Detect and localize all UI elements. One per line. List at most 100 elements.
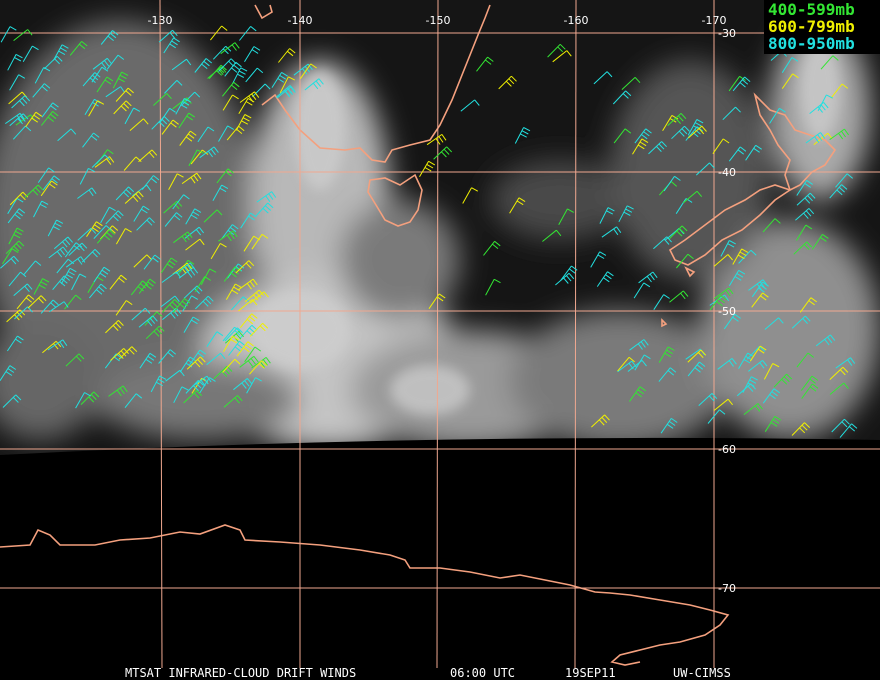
meridian xyxy=(574,0,577,669)
wind-barb xyxy=(811,233,829,250)
wind-barb xyxy=(89,283,107,299)
wind-barb xyxy=(224,61,242,77)
wind-barb xyxy=(236,341,254,357)
wind-barb xyxy=(599,207,615,224)
wind-barb xyxy=(596,271,614,287)
wind-barb xyxy=(233,378,253,391)
wind-barb xyxy=(722,106,741,121)
wind-barb xyxy=(181,172,202,185)
wind-barb xyxy=(92,57,113,70)
wind-barb xyxy=(172,194,190,210)
wind-barb xyxy=(91,154,111,168)
wind-barb xyxy=(34,67,51,84)
wind-barb xyxy=(195,295,214,310)
wind-barb xyxy=(299,63,317,79)
wind-barb xyxy=(743,403,763,415)
wind-barb xyxy=(800,375,819,391)
wind-barb xyxy=(271,71,288,88)
wind-barb xyxy=(8,227,24,245)
longitude-label: -170 xyxy=(702,14,727,27)
wind-barb xyxy=(110,348,129,361)
wind-barb xyxy=(629,339,649,351)
wind-barb xyxy=(109,274,127,290)
wind-barb xyxy=(235,114,252,131)
footer-time: 06:00 UTC xyxy=(450,666,515,680)
wind-barb xyxy=(239,313,258,329)
wind-barb xyxy=(158,29,178,43)
legend: 400-599mb 600-799mb 800-950mb xyxy=(764,0,880,54)
wind-barb xyxy=(185,380,204,394)
wind-barb xyxy=(96,229,115,244)
wind-barb xyxy=(613,128,632,144)
wind-barb xyxy=(172,298,191,313)
footer-date: 19SEP11 xyxy=(565,666,616,680)
wind-barb xyxy=(197,126,215,143)
wind-barb xyxy=(161,119,179,135)
wind-barb xyxy=(33,278,50,295)
wind-barb xyxy=(42,175,61,191)
wind-barb xyxy=(221,224,239,240)
wind-barb xyxy=(751,292,769,308)
wind-barb xyxy=(9,74,26,91)
wind-barb xyxy=(151,116,170,130)
wind-barb xyxy=(25,111,43,128)
wind-barb xyxy=(618,205,634,223)
wind-barb xyxy=(669,225,688,240)
wind-barb xyxy=(483,240,501,256)
wind-barb xyxy=(130,280,149,296)
wind-barb xyxy=(829,366,849,380)
wind-barb xyxy=(49,301,69,313)
wind-barb xyxy=(747,360,768,372)
wind-barb xyxy=(77,187,97,199)
wind-barb xyxy=(191,375,212,387)
wind-barb xyxy=(139,352,157,369)
wind-barb xyxy=(93,225,112,239)
wind-barb xyxy=(82,72,101,87)
wind-barb xyxy=(251,356,271,369)
wind-barb xyxy=(713,254,733,267)
wind-barb xyxy=(227,263,245,279)
wind-barb xyxy=(129,118,149,131)
wind-barb xyxy=(617,356,635,372)
wind-barb xyxy=(13,283,33,296)
wind-barb xyxy=(239,355,259,368)
wind-barb xyxy=(745,144,762,161)
wind-barb xyxy=(183,316,200,333)
wind-barb xyxy=(428,293,446,309)
wind-barb xyxy=(162,307,182,320)
wind-barb xyxy=(60,267,77,285)
wind-barb xyxy=(13,29,33,41)
wind-barb xyxy=(707,409,726,424)
wind-barb xyxy=(809,102,829,114)
wind-barb xyxy=(796,179,813,196)
wind-barb xyxy=(660,417,678,434)
footer: MTSAT INFRARED-CLOUD DRIFT WINDS 06:00 U… xyxy=(125,666,731,680)
wind-barb xyxy=(723,313,741,330)
wind-barb xyxy=(7,208,26,224)
footer-title: MTSAT INFRARED-CLOUD DRIFT WINDS xyxy=(125,666,356,680)
wind-barb xyxy=(194,58,213,73)
wind-barb xyxy=(112,71,129,89)
latitude-label: -30 xyxy=(718,27,736,40)
wind-barb xyxy=(210,242,227,260)
wind-barb xyxy=(96,76,114,93)
wind-barb xyxy=(223,266,241,282)
wind-barb xyxy=(720,240,736,257)
wind-barb xyxy=(105,320,124,334)
wind-barb xyxy=(173,386,189,404)
wind-barb xyxy=(33,200,49,218)
wind-barb xyxy=(717,358,737,370)
wind-barb xyxy=(173,231,193,244)
wind-barb xyxy=(185,238,205,251)
legend-entry: 400-599mb xyxy=(768,0,855,19)
wind-barb xyxy=(6,309,26,323)
wind-barb xyxy=(839,423,858,438)
wind-barb xyxy=(781,57,799,73)
meridian xyxy=(159,0,163,669)
wind-barb xyxy=(53,236,73,250)
wind-barb xyxy=(419,160,436,178)
wind-barb xyxy=(37,167,55,183)
wind-barb xyxy=(164,80,183,94)
wind-barb xyxy=(249,322,269,337)
wind-barb xyxy=(728,269,746,287)
